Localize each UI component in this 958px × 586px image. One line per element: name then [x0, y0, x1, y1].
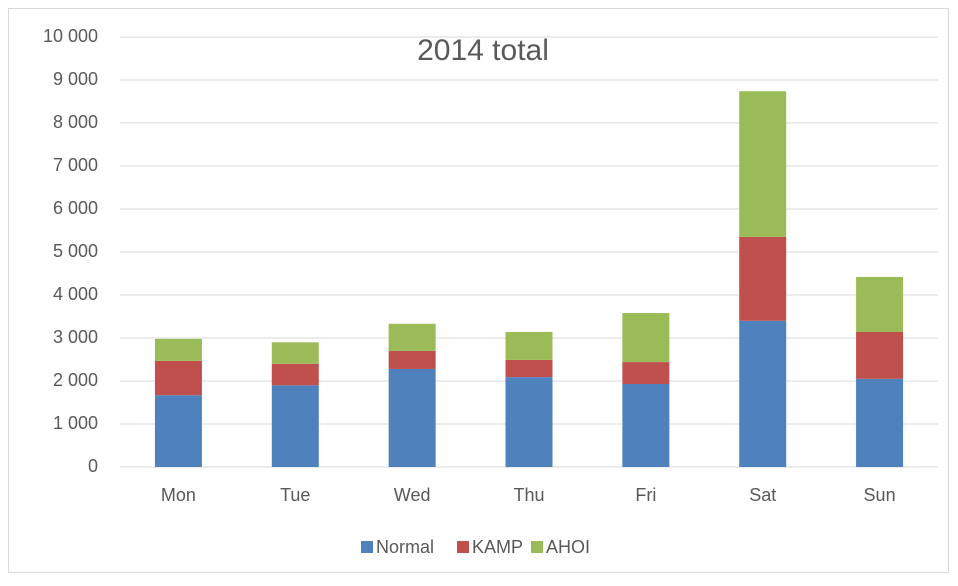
x-tick-label: Sat [749, 485, 776, 505]
y-tick-label: 10 000 [43, 26, 98, 46]
bar-segment [856, 276, 904, 332]
legend-label: AHOI [546, 537, 590, 557]
bar-segment [505, 331, 553, 360]
legend-swatch [457, 541, 469, 553]
bar-segment [271, 385, 319, 467]
bar-segment [154, 360, 202, 396]
legend-label: KAMP [472, 537, 523, 557]
x-tick-label: Wed [394, 485, 431, 505]
chart-border [8, 8, 949, 573]
bar-segment [622, 362, 670, 385]
y-tick-label: 1 000 [53, 413, 98, 433]
bar-segment [856, 331, 904, 379]
x-tick-label: Mon [161, 485, 196, 505]
bar-segment [856, 378, 904, 467]
bar-segment [271, 363, 319, 386]
bar-segment [154, 395, 202, 467]
bar-segment [739, 91, 787, 237]
y-tick-label: 6 000 [53, 198, 98, 218]
x-tick-label: Fri [635, 485, 656, 505]
x-tick-label: Thu [513, 485, 544, 505]
y-tick-label: 8 000 [53, 112, 98, 132]
legend-swatch [531, 541, 543, 553]
legend-label: Normal [376, 537, 434, 557]
bar-segment [622, 384, 670, 467]
bar-segment [388, 323, 436, 351]
y-tick-label: 4 000 [53, 284, 98, 304]
bar-segment [505, 377, 553, 467]
legend-swatch [361, 541, 373, 553]
y-tick-label: 3 000 [53, 327, 98, 347]
chart-title: 2014 total [417, 34, 549, 67]
y-tick-label: 7 000 [53, 155, 98, 175]
bar-segment [739, 236, 787, 321]
x-tick-label: Sun [864, 485, 896, 505]
y-tick-label: 5 000 [53, 241, 98, 261]
bar-segment [505, 359, 553, 378]
y-tick-label: 2 000 [53, 370, 98, 390]
bar-segment [388, 368, 436, 467]
bar-segment [739, 320, 787, 467]
bar-segment [388, 350, 436, 369]
bar-segment [271, 342, 319, 364]
x-tick-label: Tue [280, 485, 310, 505]
y-tick-label: 9 000 [53, 69, 98, 89]
bar-segment [622, 313, 670, 363]
y-tick-label: 0 [88, 456, 98, 476]
bar-segment [154, 338, 202, 361]
